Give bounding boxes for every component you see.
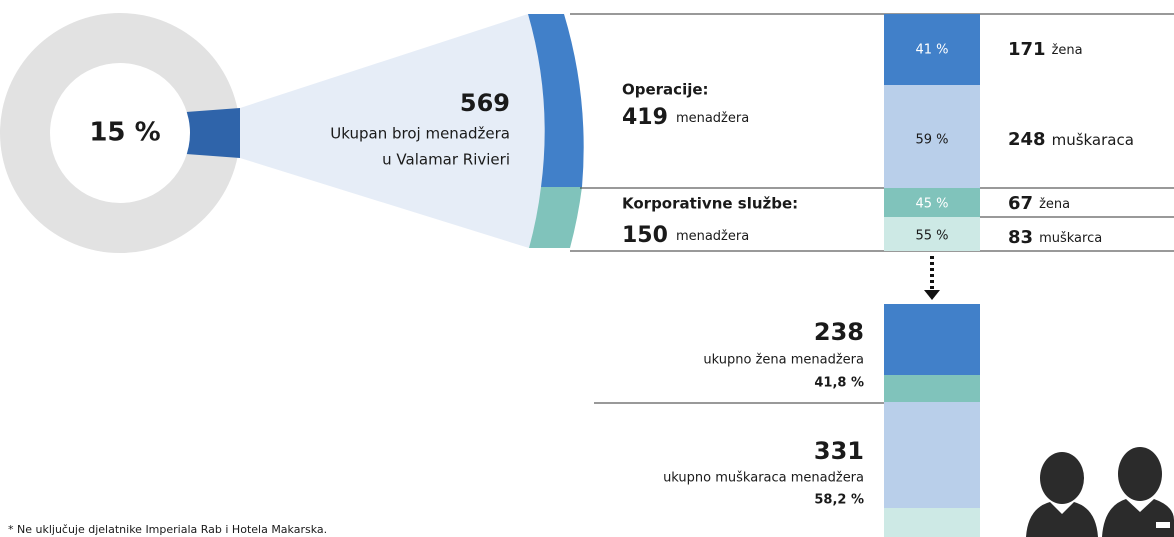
group-name: Korporativne službe:	[622, 195, 798, 213]
total-count: 331	[814, 437, 864, 465]
count: 83	[1008, 227, 1033, 248]
total-share: 58,2 %	[814, 493, 864, 508]
total-value: 569	[460, 89, 510, 117]
total-count: 238	[814, 318, 864, 346]
bar	[884, 217, 980, 251]
label: muškarca	[1039, 231, 1102, 246]
count: 67	[1008, 193, 1033, 214]
label: žena	[1052, 43, 1083, 58]
total-label: ukupno žena menadžera	[703, 353, 864, 368]
count: 171	[1008, 39, 1046, 60]
footnote: * Ne uključuje djelatnike Imperiala Rab …	[8, 523, 327, 536]
row-count: 248 muškaraca	[1008, 129, 1134, 150]
bar	[884, 304, 980, 375]
fan	[240, 14, 545, 248]
label: muškaraca	[1052, 131, 1134, 149]
count: 248	[1008, 129, 1046, 150]
share: 41 %	[915, 43, 948, 58]
donut-label: 15 %	[89, 118, 160, 148]
arc-operations	[528, 14, 584, 187]
unit: menadžera	[676, 111, 749, 126]
share: 45 %	[915, 197, 948, 212]
donut-hole	[50, 63, 190, 203]
arc-corporate	[529, 187, 582, 248]
bar	[884, 14, 980, 85]
count: 150	[622, 223, 668, 248]
total-label: u Valamar Rivieri	[382, 151, 510, 169]
bar	[884, 375, 980, 402]
group-count: 150 menadžera	[622, 223, 749, 248]
people-icon	[1026, 447, 1174, 537]
unit: menadžera	[676, 229, 749, 244]
total-label: Ukupan broj menadžera	[330, 125, 510, 143]
group-name: Operacije:	[622, 81, 709, 99]
share: 55 %	[915, 229, 948, 244]
bar	[884, 508, 980, 537]
wedge	[186, 108, 240, 158]
arrow-head	[924, 290, 940, 300]
row-count: 171 žena	[1008, 39, 1083, 60]
bar	[884, 188, 980, 217]
bar	[884, 85, 980, 188]
group-count: 419 menadžera	[622, 105, 749, 130]
total-share: 41,8 %	[814, 376, 864, 391]
count: 419	[622, 105, 668, 130]
row-count: 67 žena	[1008, 193, 1070, 214]
label: žena	[1039, 197, 1070, 212]
row-count: 83 muškarca	[1008, 227, 1102, 248]
share: 59 %	[915, 133, 948, 148]
bar	[884, 402, 980, 508]
total-label: ukupno muškaraca menadžera	[663, 471, 864, 486]
